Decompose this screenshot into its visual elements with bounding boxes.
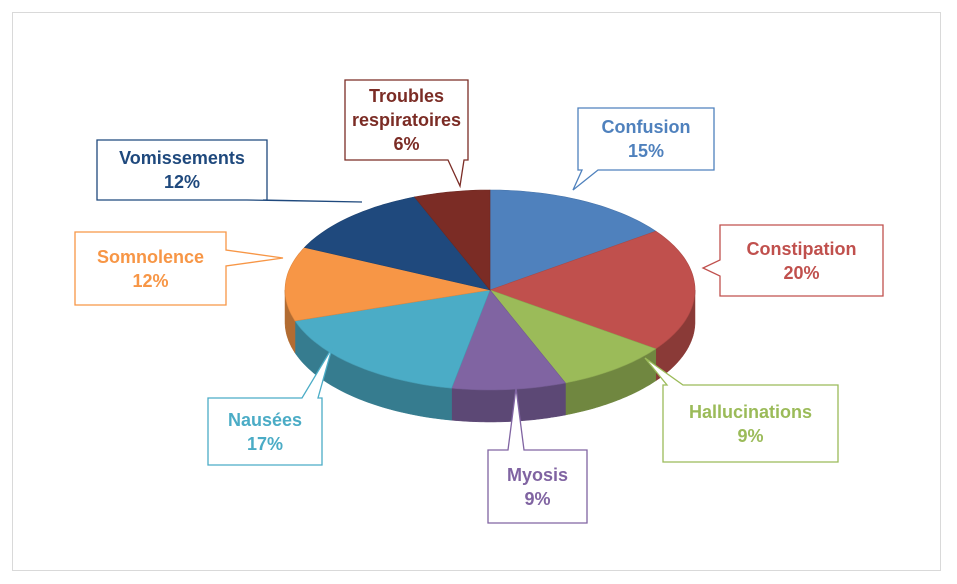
value-label: 9% (737, 425, 764, 446)
callout-label: Constipation 20% (720, 225, 883, 296)
category-label: Hallucinations (688, 401, 813, 422)
callout-box (74, 231, 284, 306)
callout-label: Vomissements 12% (97, 140, 267, 200)
pie-slice (489, 230, 696, 350)
callout-label: Troubles respiratoires 6% (345, 80, 468, 160)
pie-slice (451, 289, 567, 391)
pie-slice (294, 289, 491, 389)
pie-slice (303, 196, 491, 291)
value-label: 6% (393, 134, 420, 154)
pie-slice (489, 189, 657, 291)
pie-slice (489, 289, 657, 384)
category-label: Constipation (746, 238, 857, 259)
category-label: Somnolence (96, 246, 205, 267)
value-label: 12% (163, 172, 201, 192)
callout-box (207, 347, 333, 466)
callout-box (572, 107, 715, 191)
category-label: Myosis (506, 464, 569, 485)
pie-slice (413, 189, 491, 291)
callout-box (644, 357, 839, 463)
category-label: Vomissements (119, 148, 245, 168)
callout-label: Myosis 9% (488, 450, 587, 523)
value-label: 12% (132, 270, 169, 291)
callout-label: Confusion 15% (578, 108, 714, 170)
callout-box (487, 387, 588, 524)
callout-box (344, 79, 469, 189)
callout-box (701, 224, 884, 297)
callout-label: Hallucinations 9% (663, 385, 838, 462)
value-label: 9% (524, 488, 551, 509)
category-label: Troubles respiratoires (351, 86, 462, 130)
callout-box (96, 139, 363, 203)
category-label: Nausées (227, 409, 303, 430)
value-label: 17% (246, 433, 284, 454)
value-label: 20% (783, 262, 820, 283)
pie-slice (284, 247, 491, 322)
value-label: 15% (627, 141, 665, 161)
callout-label: Somnolence 12% (75, 232, 226, 305)
category-label: Confusion (601, 117, 691, 137)
callout-label: Nausées 17% (208, 398, 322, 465)
